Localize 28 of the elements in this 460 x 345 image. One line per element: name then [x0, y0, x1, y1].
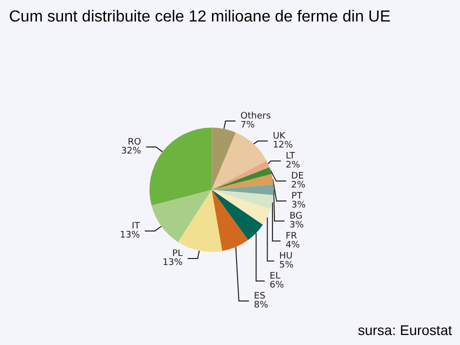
slice-label: UK	[272, 132, 286, 142]
slice-label: EL	[270, 272, 280, 282]
data-label: 3%	[289, 220, 304, 231]
text: sursa: Eurostat	[358, 322, 452, 338]
slice-label: IT	[132, 221, 140, 232]
slice-label: RO	[128, 137, 142, 148]
data-label: 7%	[240, 120, 256, 131]
slice-label: HU	[279, 252, 293, 262]
data-label: 3%	[291, 200, 306, 211]
slice-label: Others	[240, 112, 272, 122]
data-label: 2%	[291, 180, 306, 191]
data-label: 8%	[254, 300, 269, 311]
slice-label: BG	[289, 212, 302, 222]
data-label: 32%	[121, 146, 142, 156]
data-label: 13%	[120, 230, 140, 240]
data-label: 2%	[286, 160, 301, 171]
slice-label: LT	[286, 152, 296, 162]
slice-label: ES	[254, 292, 266, 302]
data-label: 12%	[272, 140, 294, 151]
chart-title: Cum sunt distribuite cele 12 milioane de ferme din UE	[9, 8, 391, 26]
data-label: 4%	[286, 240, 300, 251]
slice-label: PL	[172, 248, 183, 259]
data-label: 6%	[270, 280, 284, 291]
data-label: 13%	[162, 258, 184, 268]
slice-label: DE	[291, 172, 304, 182]
slice-label: PT	[291, 192, 303, 202]
data-label: 5%	[279, 260, 294, 271]
slice-label: FR	[286, 232, 298, 242]
